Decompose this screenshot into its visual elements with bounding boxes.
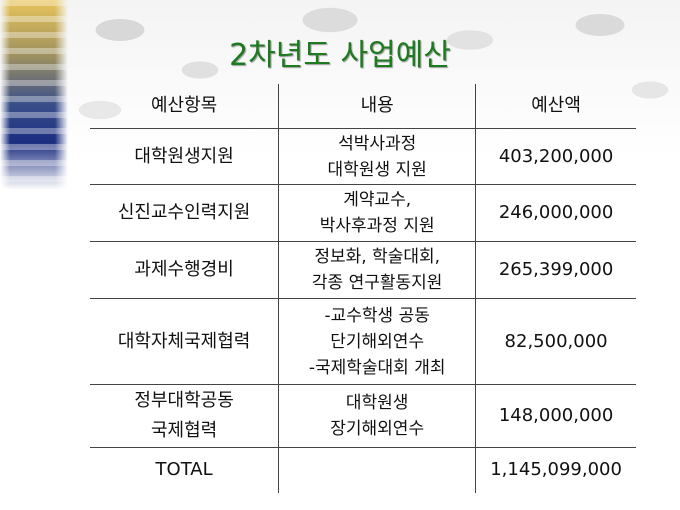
row-amount: 246,000,000 — [475, 184, 636, 242]
table-header-row: 예산항목 내용 예산액 — [90, 84, 636, 129]
total-content-empty — [278, 447, 476, 493]
table-row: 정부대학공동 국제협력 대학원생 장기해외연수 148,000,000 — [90, 384, 636, 448]
table-row: 대학원생지원 석박사과정 대학원생 지원 403,200,000 — [90, 128, 636, 185]
row-item: 대학자체국제협력 — [90, 298, 279, 385]
decorative-ornament-strip — [0, 0, 68, 190]
row-item: 신진교수인력지원 — [90, 184, 279, 242]
row-content: 계약교수, 박사후과정 지원 — [278, 184, 476, 242]
row-amount: 403,200,000 — [475, 128, 636, 185]
row-content: 석박사과정 대학원생 지원 — [278, 128, 476, 185]
header-amount: 예산액 — [475, 84, 636, 129]
header-content: 내용 — [278, 84, 476, 129]
row-item: 정부대학공동 국제협력 — [90, 384, 279, 448]
table-row: 과제수행경비 정보화, 학술대회, 각종 연구활동지원 265,399,000 — [90, 241, 636, 299]
row-content: 대학원생 장기해외연수 — [278, 384, 476, 448]
row-amount: 148,000,000 — [475, 384, 636, 448]
table-row: 신진교수인력지원 계약교수, 박사후과정 지원 246,000,000 — [90, 184, 636, 242]
row-item: 대학원생지원 — [90, 128, 279, 185]
row-amount: 265,399,000 — [475, 241, 636, 299]
total-amount: 1,145,099,000 — [475, 447, 636, 493]
table-row: 대학자체국제협력 -교수학생 공동 단기해외연수 -국제학술대회 개최 82,500… — [90, 298, 636, 385]
row-amount: 82,500,000 — [475, 298, 636, 385]
table-total-row: TOTAL 1,145,099,000 — [90, 447, 636, 493]
row-item: 과제수행경비 — [90, 241, 279, 299]
row-content: 정보화, 학술대회, 각종 연구활동지원 — [278, 241, 476, 299]
budget-table: 예산항목 내용 예산액 대학원생지원 석박사과정 대학원생 지원 403,200,… — [90, 84, 636, 493]
total-label: TOTAL — [90, 447, 279, 493]
slide-title: 2차년도 사업예산 — [229, 38, 451, 73]
row-content: -교수학생 공동 단기해외연수 -국제학술대회 개최 — [278, 298, 476, 385]
header-item: 예산항목 — [150, 95, 218, 116]
